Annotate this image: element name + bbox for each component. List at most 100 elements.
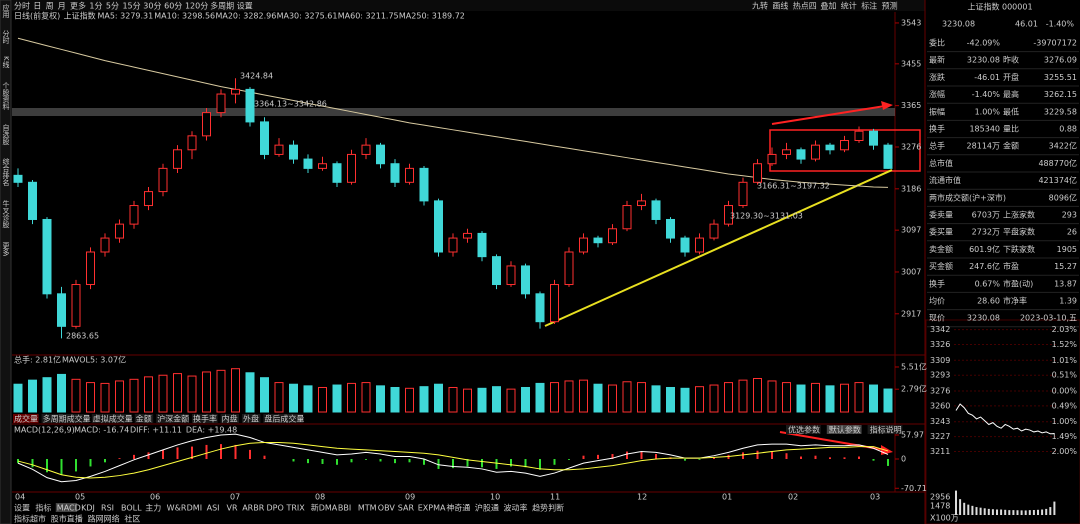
indicator-tab[interactable]: MTM: [358, 504, 377, 513]
volume-tab[interactable]: 盘后成交量: [264, 414, 304, 424]
macd-button[interactable]: 优选参数: [788, 425, 820, 435]
indicator-tab[interactable]: 设置: [14, 503, 30, 513]
candle-body: [506, 265, 516, 286]
tab-bg[interactable]: [220, 414, 239, 423]
quote-value: 421374亿: [1038, 175, 1077, 185]
candle-body: [521, 265, 530, 295]
candle-body: [666, 218, 675, 239]
quote-pct: -1.40%: [1046, 20, 1075, 29]
toolbar-tab: 120分: [185, 2, 208, 11]
indicator-tab[interactable]: W&R: [167, 504, 187, 513]
indicator-tab[interactable]: SAR: [398, 504, 415, 513]
volume-bar: [811, 382, 820, 413]
tab-bg[interactable]: [41, 414, 89, 423]
indicator-tab[interactable]: MACD: [57, 504, 81, 513]
quote-label: 振幅: [929, 106, 945, 116]
quote-label: 最低: [1003, 106, 1019, 116]
volume-bar: [492, 386, 501, 413]
candle-body: [71, 284, 81, 327]
quote-value: 2023-03-10,五: [1020, 314, 1077, 323]
indicator-tab[interactable]: 指标: [35, 503, 51, 513]
candle-body: [419, 167, 429, 202]
toolbar-button: 统计: [841, 1, 857, 11]
candle-body: [57, 293, 66, 327]
pct-tick-label: 0.51%: [1052, 371, 1078, 380]
toolbar-button: 画线: [772, 1, 788, 11]
tab-bg[interactable]: [13, 414, 39, 423]
button-bg[interactable]: [826, 425, 862, 434]
tab-bg[interactable]: [192, 414, 218, 423]
tab-bg[interactable]: [242, 414, 261, 423]
y-tick-label: 3276: [930, 387, 950, 396]
vol-tick-label: 1478: [930, 501, 950, 510]
indicator-tab[interactable]: ARBR: [242, 504, 265, 513]
indicator-tab[interactable]: DPO: [266, 504, 283, 513]
tab-bg[interactable]: [55, 503, 78, 512]
y-tick-label: 3007: [901, 267, 921, 276]
tab-bg[interactable]: [156, 414, 189, 423]
indicator-tab[interactable]: 神奇通: [446, 503, 470, 513]
bottom-tab[interactable]: 指标超市: [14, 514, 46, 524]
candle-body: [709, 223, 719, 239]
tab-bg[interactable]: [263, 414, 304, 423]
indicator-tab[interactable]: BBI: [338, 504, 351, 513]
bottom-tab[interactable]: 社区: [124, 514, 140, 524]
button-bg[interactable]: [867, 425, 903, 434]
candle-body: [608, 228, 617, 244]
tab-bg[interactable]: [134, 414, 154, 423]
ma-legend: 上证指数: [64, 11, 96, 21]
sidebar: [0, 0, 12, 524]
indicator-tab[interactable]: RSI: [101, 504, 114, 513]
ma-legend: MA20: 3282.96: [215, 12, 276, 21]
volume-bar: [129, 378, 139, 413]
volume-tab[interactable]: 金额: [136, 414, 152, 424]
candle-body: [144, 191, 153, 207]
volume-tab[interactable]: 虚拟成交量: [93, 414, 133, 424]
quote-label: 换手: [929, 278, 945, 288]
sidebar-tab: 牛叉诊股: [2, 199, 10, 229]
sidebar-tab: 应用: [2, 3, 10, 19]
tab-bg[interactable]: [91, 414, 132, 423]
indicator-tab[interactable]: OBV: [378, 504, 396, 513]
ma-legend: MA250: 3189.72: [399, 12, 465, 21]
volume-bar: [57, 373, 66, 413]
indicator-tab[interactable]: DMI: [187, 504, 202, 513]
toolbar: [12, 0, 925, 11]
indicator-tab[interactable]: EXPMA: [418, 504, 446, 513]
candle-body: [579, 237, 588, 253]
indicator-tab[interactable]: BOLL: [121, 504, 142, 513]
volume-tab[interactable]: 外盘: [243, 414, 259, 424]
indicator-tab[interactable]: 趋势判断: [532, 503, 564, 513]
volume-tab[interactable]: 内盘: [222, 414, 238, 424]
volume-tab[interactable]: 沪深金额: [157, 414, 189, 424]
toolbar-button: 九转: [752, 1, 768, 11]
volume-bar: [695, 386, 704, 413]
intraday-volume: [975, 507, 978, 515]
macd-button[interactable]: 默认参数: [829, 425, 861, 435]
bottom-tab[interactable]: 股市直播: [51, 514, 83, 524]
volume-bar: [202, 371, 211, 413]
bottom-tab[interactable]: 路网网络: [88, 514, 120, 524]
quote-label: 市净率: [1003, 296, 1027, 306]
macd-button[interactable]: 指标说明: [870, 425, 902, 435]
y-tick-label: -70.71: [901, 484, 927, 493]
volume-tab[interactable]: 换手率: [193, 414, 217, 424]
candle-body: [100, 237, 110, 253]
candle-body: [405, 167, 414, 183]
volume-bar: [825, 385, 835, 413]
volume-tab[interactable]: 成交量: [14, 414, 38, 424]
indicator-tab[interactable]: 主力: [145, 503, 161, 513]
y-tick-label: 3455: [901, 59, 921, 68]
button-bg[interactable]: [786, 425, 821, 434]
indicator-tab[interactable]: 新DMA: [311, 503, 338, 513]
candle-body: [86, 251, 95, 286]
quote-title: 上证指数 000001: [967, 2, 1032, 12]
indicator-tab[interactable]: KDJ: [81, 504, 95, 513]
indicator-tab[interactable]: TRIX: [285, 504, 305, 513]
sidebar-tab: 个股资料: [2, 82, 10, 111]
indicator-tab[interactable]: ASI: [207, 504, 220, 513]
indicator-tab[interactable]: 沪股通: [475, 503, 499, 513]
volume-tab[interactable]: 多周期成交量: [43, 414, 91, 424]
indicator-tab[interactable]: 波动率: [504, 503, 528, 513]
indicator-tab[interactable]: VR: [227, 504, 238, 513]
